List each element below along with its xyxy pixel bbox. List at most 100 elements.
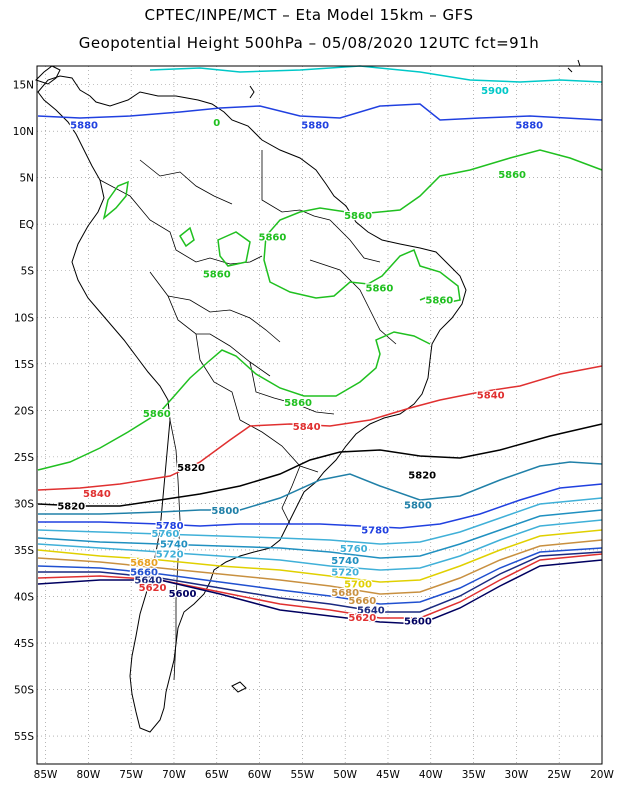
lat-label: 50S: [14, 685, 34, 697]
contour-label: 5900: [481, 86, 509, 97]
latitude-labels: 15N 10N 5N EQ 5S 10S 15S 20S 25S 30S 35S 40S 45S 50S 5…: [13, 80, 35, 743]
lat-label: 55S: [14, 731, 34, 743]
contour-5840: [37, 365, 603, 491]
central-america-coast: [35, 65, 61, 85]
lat-label: EQ: [19, 219, 34, 231]
lat-label: 5N: [19, 173, 34, 185]
contour-label: 5760: [340, 544, 368, 555]
contour-label: 5640: [134, 576, 162, 587]
map-title: CPTEC/INPE/MCT – Eta Model 15km – GFS: [144, 6, 474, 24]
contour-label: 5800: [404, 500, 432, 511]
contour-label: 5860: [143, 409, 171, 420]
contour-labels: 5900 5880 5880 5880 0 5860 5860 5860 5860 5860 586…: [56, 85, 544, 629]
map-subtitle: Geopotential Height 500hPa – 05/08/2020 …: [78, 34, 540, 52]
contour-5660: [37, 547, 603, 605]
country-borders: [99, 150, 397, 681]
contour-5880: [37, 103, 603, 121]
contour-label: 5680: [130, 558, 158, 569]
contour-label: 5660: [130, 567, 158, 578]
contour-label: 5740: [331, 556, 359, 567]
contour-5860-south: [37, 331, 431, 471]
contour-label: 5860: [203, 270, 231, 281]
contour-label: 5700: [344, 579, 372, 590]
contour-5860-north: [263, 149, 603, 305]
lat-label: 15N: [13, 80, 34, 92]
contour-5700: [37, 529, 603, 583]
contour-label: 5720: [156, 550, 184, 561]
lon-label: 50W: [333, 769, 357, 781]
contour-label: 0: [213, 118, 220, 129]
contour-5780: [38, 483, 603, 529]
lat-label: 10S: [14, 312, 34, 324]
contour-label: 5680: [331, 588, 359, 599]
contour-5860-amazon-1: [179, 226, 195, 248]
contour-label: 5760: [151, 529, 179, 540]
lat-label: 5S: [21, 266, 35, 278]
lat-label: 45S: [14, 638, 34, 650]
lat-label: 15S: [14, 359, 34, 371]
contour-label: 5820: [177, 463, 205, 474]
contour-5600: [37, 559, 603, 625]
lon-label: 55W: [291, 769, 315, 781]
contour-5900: [149, 65, 603, 83]
lon-label: 60W: [248, 769, 272, 781]
contour-label: 5600: [169, 589, 197, 600]
contour-5860-amazon-2: [217, 231, 251, 267]
contour-label: 5860: [498, 170, 526, 181]
lon-label: 75W: [119, 769, 143, 781]
contour-5760: [37, 497, 603, 545]
contour-label: 5860: [258, 232, 286, 243]
contour-label: 5860: [344, 211, 372, 222]
lon-label: 80W: [76, 769, 100, 781]
contour-label: 5860: [284, 398, 312, 409]
contour-label: 5860: [425, 296, 453, 307]
contour-label: 5880: [70, 121, 98, 132]
contour-label: 5740: [160, 539, 188, 550]
contour-label: 5880: [301, 121, 329, 132]
falkland-islands: [231, 681, 247, 693]
contour-label: 5780: [361, 525, 389, 536]
contour-5640: [38, 551, 603, 613]
contour-label: 5620: [139, 583, 167, 594]
map-frame: [36, 65, 603, 765]
contour-label: 5860: [366, 283, 394, 294]
contour-label: 5840: [293, 422, 321, 433]
lat-label: 30S: [14, 498, 34, 510]
contour-label: 5820: [408, 471, 436, 482]
contour-label: 5660: [348, 596, 376, 607]
contour-5720: [37, 519, 603, 571]
contour-label: 5780: [156, 521, 184, 532]
contour-5860-colombia: [102, 180, 129, 220]
contour-label: 5820: [57, 501, 85, 512]
contour-label: 5840: [83, 489, 111, 500]
contour-5820: [37, 423, 603, 507]
lon-label: 30W: [505, 769, 529, 781]
lon-label: 35W: [462, 769, 486, 781]
lat-label: 20S: [14, 405, 34, 417]
contour-5680: [37, 539, 603, 595]
lon-label: 65W: [205, 769, 229, 781]
lon-label: 20W: [590, 769, 614, 781]
lat-label: 35S: [14, 545, 34, 557]
longitude-labels: 85W 80W 75W 70W 65W 60W 55W 50W 45W 40W 35W 30W 25W 2…: [34, 769, 615, 781]
contour-label: 5800: [211, 506, 239, 517]
contour-label: 5880: [515, 121, 543, 132]
contour-5800: [38, 461, 603, 515]
lat-label: 25S: [14, 452, 34, 464]
contour-label: 5640: [357, 606, 385, 617]
lon-label: 25W: [547, 769, 571, 781]
contour-label: 5600: [404, 617, 432, 628]
lon-label: 40W: [419, 769, 443, 781]
contour-lines: [37, 65, 603, 625]
lon-label: 85W: [34, 769, 58, 781]
south-america-coast: [37, 75, 467, 733]
lon-label: 70W: [162, 769, 186, 781]
contour-label: 5720: [331, 567, 359, 578]
contour-label: 5620: [348, 613, 376, 624]
caribbean-islands: [249, 59, 581, 99]
lon-label: 45W: [376, 769, 400, 781]
lat-label: 10N: [13, 126, 34, 138]
contour-5740: [37, 509, 603, 559]
lat-label: 40S: [14, 591, 34, 603]
